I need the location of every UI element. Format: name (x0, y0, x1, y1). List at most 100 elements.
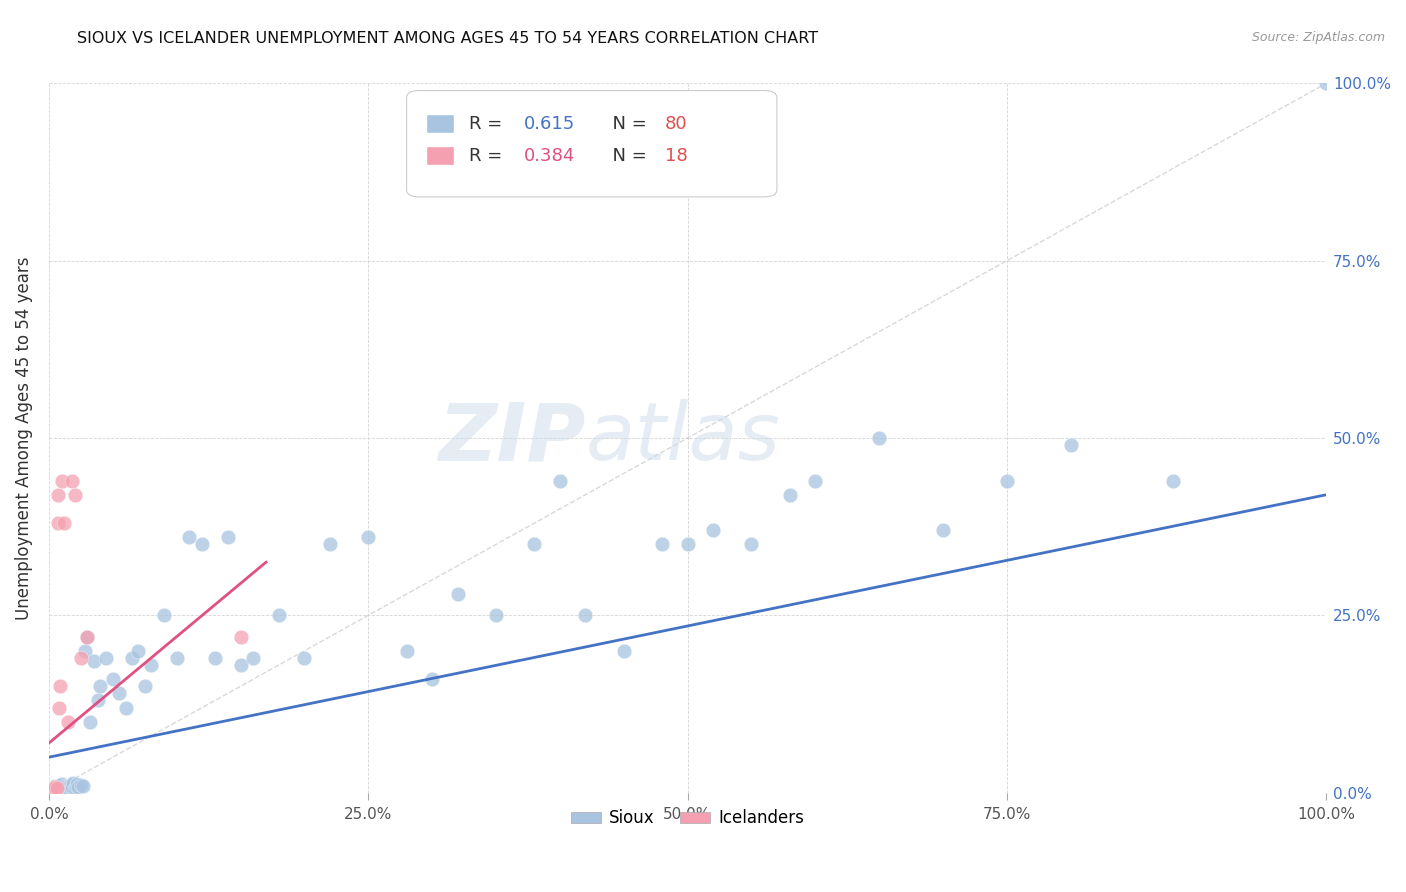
Point (395, 644, 418, 658)
Point (523, 537, 546, 551)
Point (48, 779, 70, 793)
Point (932, 523, 955, 537)
Point (153, 608, 176, 623)
Point (613, 644, 636, 658)
Point (44, 782, 66, 797)
Point (42, 780, 65, 795)
Point (51, 777, 73, 791)
Point (127, 644, 149, 658)
Point (229, 630, 252, 644)
Text: 0.384: 0.384 (524, 147, 575, 165)
Point (42, 781, 65, 796)
Point (42, 781, 65, 796)
Bar (426, 114, 454, 133)
Text: Source: ZipAtlas.com: Source: ZipAtlas.com (1251, 31, 1385, 45)
Point (485, 608, 508, 623)
Point (65, 779, 87, 793)
Point (48, 700, 70, 714)
Point (217, 530, 239, 544)
Point (46, 779, 69, 793)
Point (574, 608, 596, 623)
Point (73, 644, 96, 658)
Point (166, 651, 188, 665)
Point (89, 679, 111, 693)
Point (62, 776, 84, 790)
Point (108, 686, 131, 700)
Text: atlas: atlas (585, 399, 780, 477)
Point (45, 780, 67, 795)
Point (446, 587, 468, 601)
Point (96, 651, 118, 665)
Point (42, 782, 65, 797)
Point (804, 474, 827, 488)
Point (134, 679, 156, 693)
Point (66, 777, 89, 791)
Point (1161, 474, 1184, 488)
Point (55, 780, 77, 795)
Point (779, 488, 801, 502)
FancyBboxPatch shape (406, 90, 778, 197)
Point (46, 488, 69, 502)
Point (70, 651, 93, 665)
Point (45, 782, 67, 797)
Point (44, 780, 66, 794)
Y-axis label: Unemployment Among Ages 45 to 54 years: Unemployment Among Ages 45 to 54 years (15, 256, 32, 620)
Text: SIOUX VS ICELANDER UNEMPLOYMENT AMONG AGES 45 TO 54 YEARS CORRELATION CHART: SIOUX VS ICELANDER UNEMPLOYMENT AMONG AG… (77, 31, 818, 46)
Point (548, 474, 571, 488)
Point (41, 782, 63, 797)
Point (56, 714, 79, 729)
Point (179, 530, 201, 544)
Point (51, 474, 73, 488)
Point (70, 778, 93, 792)
Point (44, 782, 66, 797)
Point (114, 700, 136, 714)
Point (1059, 438, 1081, 452)
Point (46, 781, 69, 796)
Bar (426, 146, 454, 165)
Point (420, 672, 443, 686)
Legend: Sioux, Icelanders: Sioux, Icelanders (564, 803, 811, 834)
Point (267, 608, 290, 623)
Point (53, 516, 76, 530)
Point (101, 672, 124, 686)
Point (52, 780, 75, 794)
Point (39, 782, 62, 797)
Point (292, 651, 315, 665)
Point (45, 780, 67, 794)
Point (79, 714, 101, 729)
Point (121, 651, 143, 665)
Point (83, 655, 105, 669)
Point (59, 778, 82, 792)
Point (42, 780, 65, 795)
Point (46, 516, 69, 530)
Point (139, 658, 162, 673)
Point (44, 781, 66, 796)
Text: N =: N = (600, 147, 652, 165)
Point (740, 537, 762, 551)
Point (56, 781, 79, 796)
Point (1315, 77, 1337, 91)
Point (51, 780, 73, 795)
Point (67, 780, 90, 794)
Text: 80: 80 (665, 115, 688, 133)
Point (41, 782, 63, 797)
Point (72, 779, 94, 793)
Point (868, 431, 890, 445)
Point (60, 780, 83, 794)
Point (229, 658, 252, 673)
Point (49, 778, 72, 792)
Text: R =: R = (470, 115, 508, 133)
Point (86, 693, 108, 707)
Point (676, 537, 699, 551)
Point (319, 537, 342, 551)
Point (702, 523, 724, 537)
Point (63, 780, 86, 795)
Point (44, 779, 66, 793)
Text: 0.615: 0.615 (524, 115, 575, 133)
Point (651, 537, 673, 551)
Point (60, 474, 83, 488)
Point (204, 651, 226, 665)
Point (49, 679, 72, 693)
Point (242, 651, 264, 665)
Text: R =: R = (470, 147, 508, 165)
